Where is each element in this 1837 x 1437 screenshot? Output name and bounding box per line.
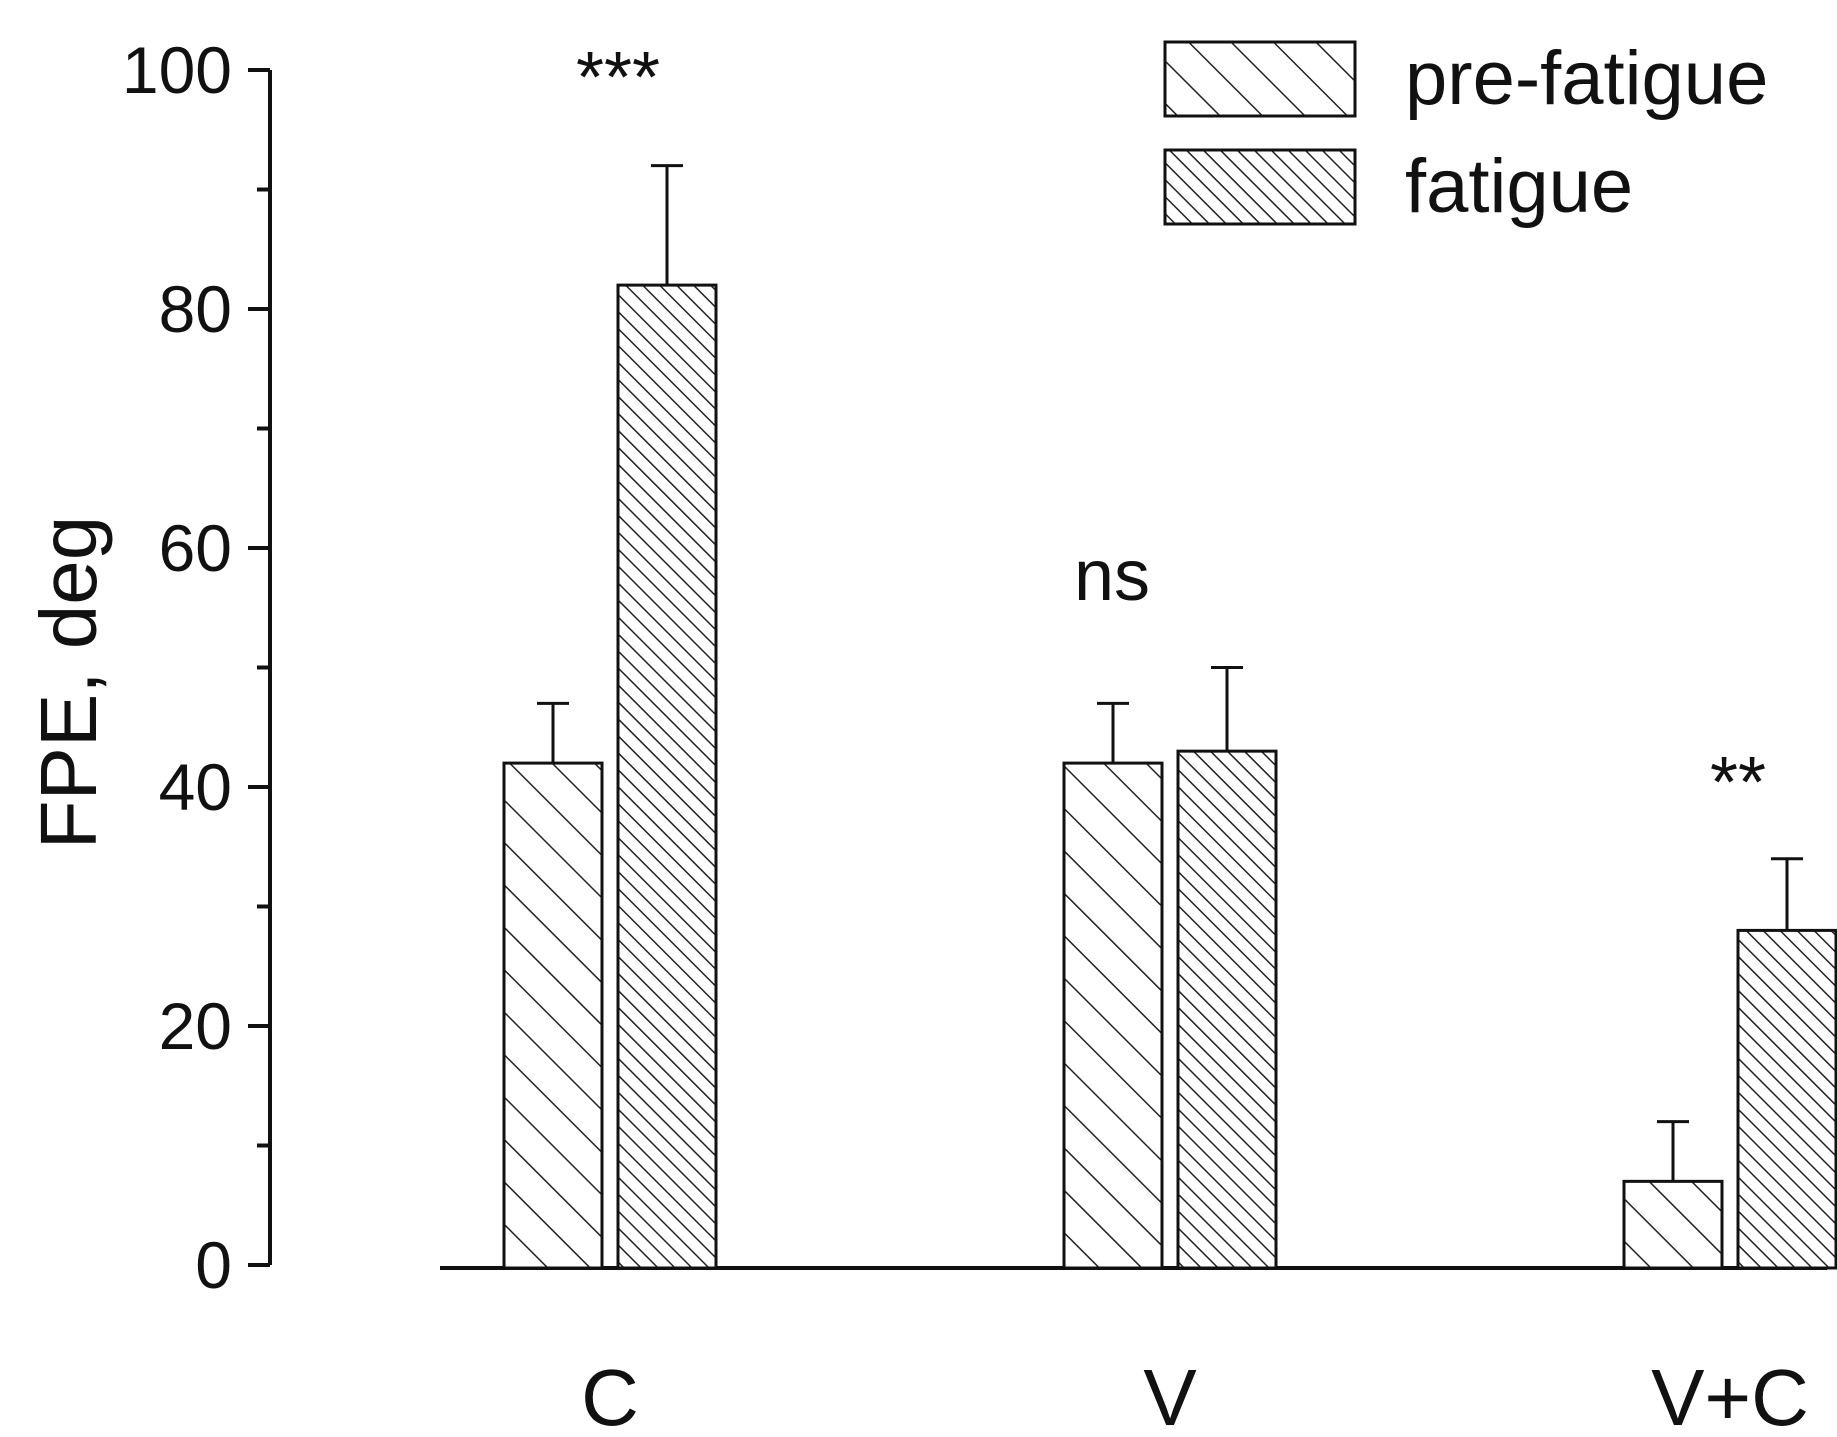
y-tick-label: 0 bbox=[195, 1228, 232, 1302]
legend-label-fatigue: fatigue bbox=[1405, 144, 1633, 229]
axes: 0 20 40 60 80 100 bbox=[122, 33, 1827, 1302]
bar-pre-fatigue-V bbox=[1062, 761, 1164, 1270]
category-label: V bbox=[1143, 1353, 1197, 1437]
legend: pre-fatigue fatigue bbox=[1163, 36, 1768, 229]
bar-fatigue-V bbox=[1176, 749, 1278, 1270]
y-axis-title: FPE, deg bbox=[24, 516, 113, 850]
category-label: C bbox=[581, 1353, 639, 1437]
legend-swatch-pre-fatigue bbox=[1163, 40, 1357, 118]
y-tick-label: 100 bbox=[122, 33, 232, 107]
bar-fatigue-V+C bbox=[1736, 928, 1837, 1270]
labels: FPE, deg C V V+C *** ns ** bbox=[24, 38, 1809, 1437]
significance-label: *** bbox=[576, 38, 660, 118]
bars bbox=[502, 164, 1837, 1270]
bar-pre-fatigue-V+C bbox=[1622, 1179, 1724, 1270]
y-tick-label: 40 bbox=[159, 750, 232, 824]
bar-pre-fatigue-C bbox=[502, 761, 604, 1270]
category-label: V+C bbox=[1651, 1353, 1809, 1437]
legend-swatch-fatigue bbox=[1163, 148, 1357, 226]
bar-fatigue-C bbox=[616, 283, 718, 1270]
y-tick-label: 80 bbox=[159, 272, 232, 346]
y-tick-label: 60 bbox=[159, 511, 232, 585]
legend-label-pre-fatigue: pre-fatigue bbox=[1405, 36, 1768, 121]
significance-label: ** bbox=[1710, 743, 1766, 823]
y-tick-label: 20 bbox=[159, 989, 232, 1063]
significance-label: ns bbox=[1074, 536, 1150, 616]
